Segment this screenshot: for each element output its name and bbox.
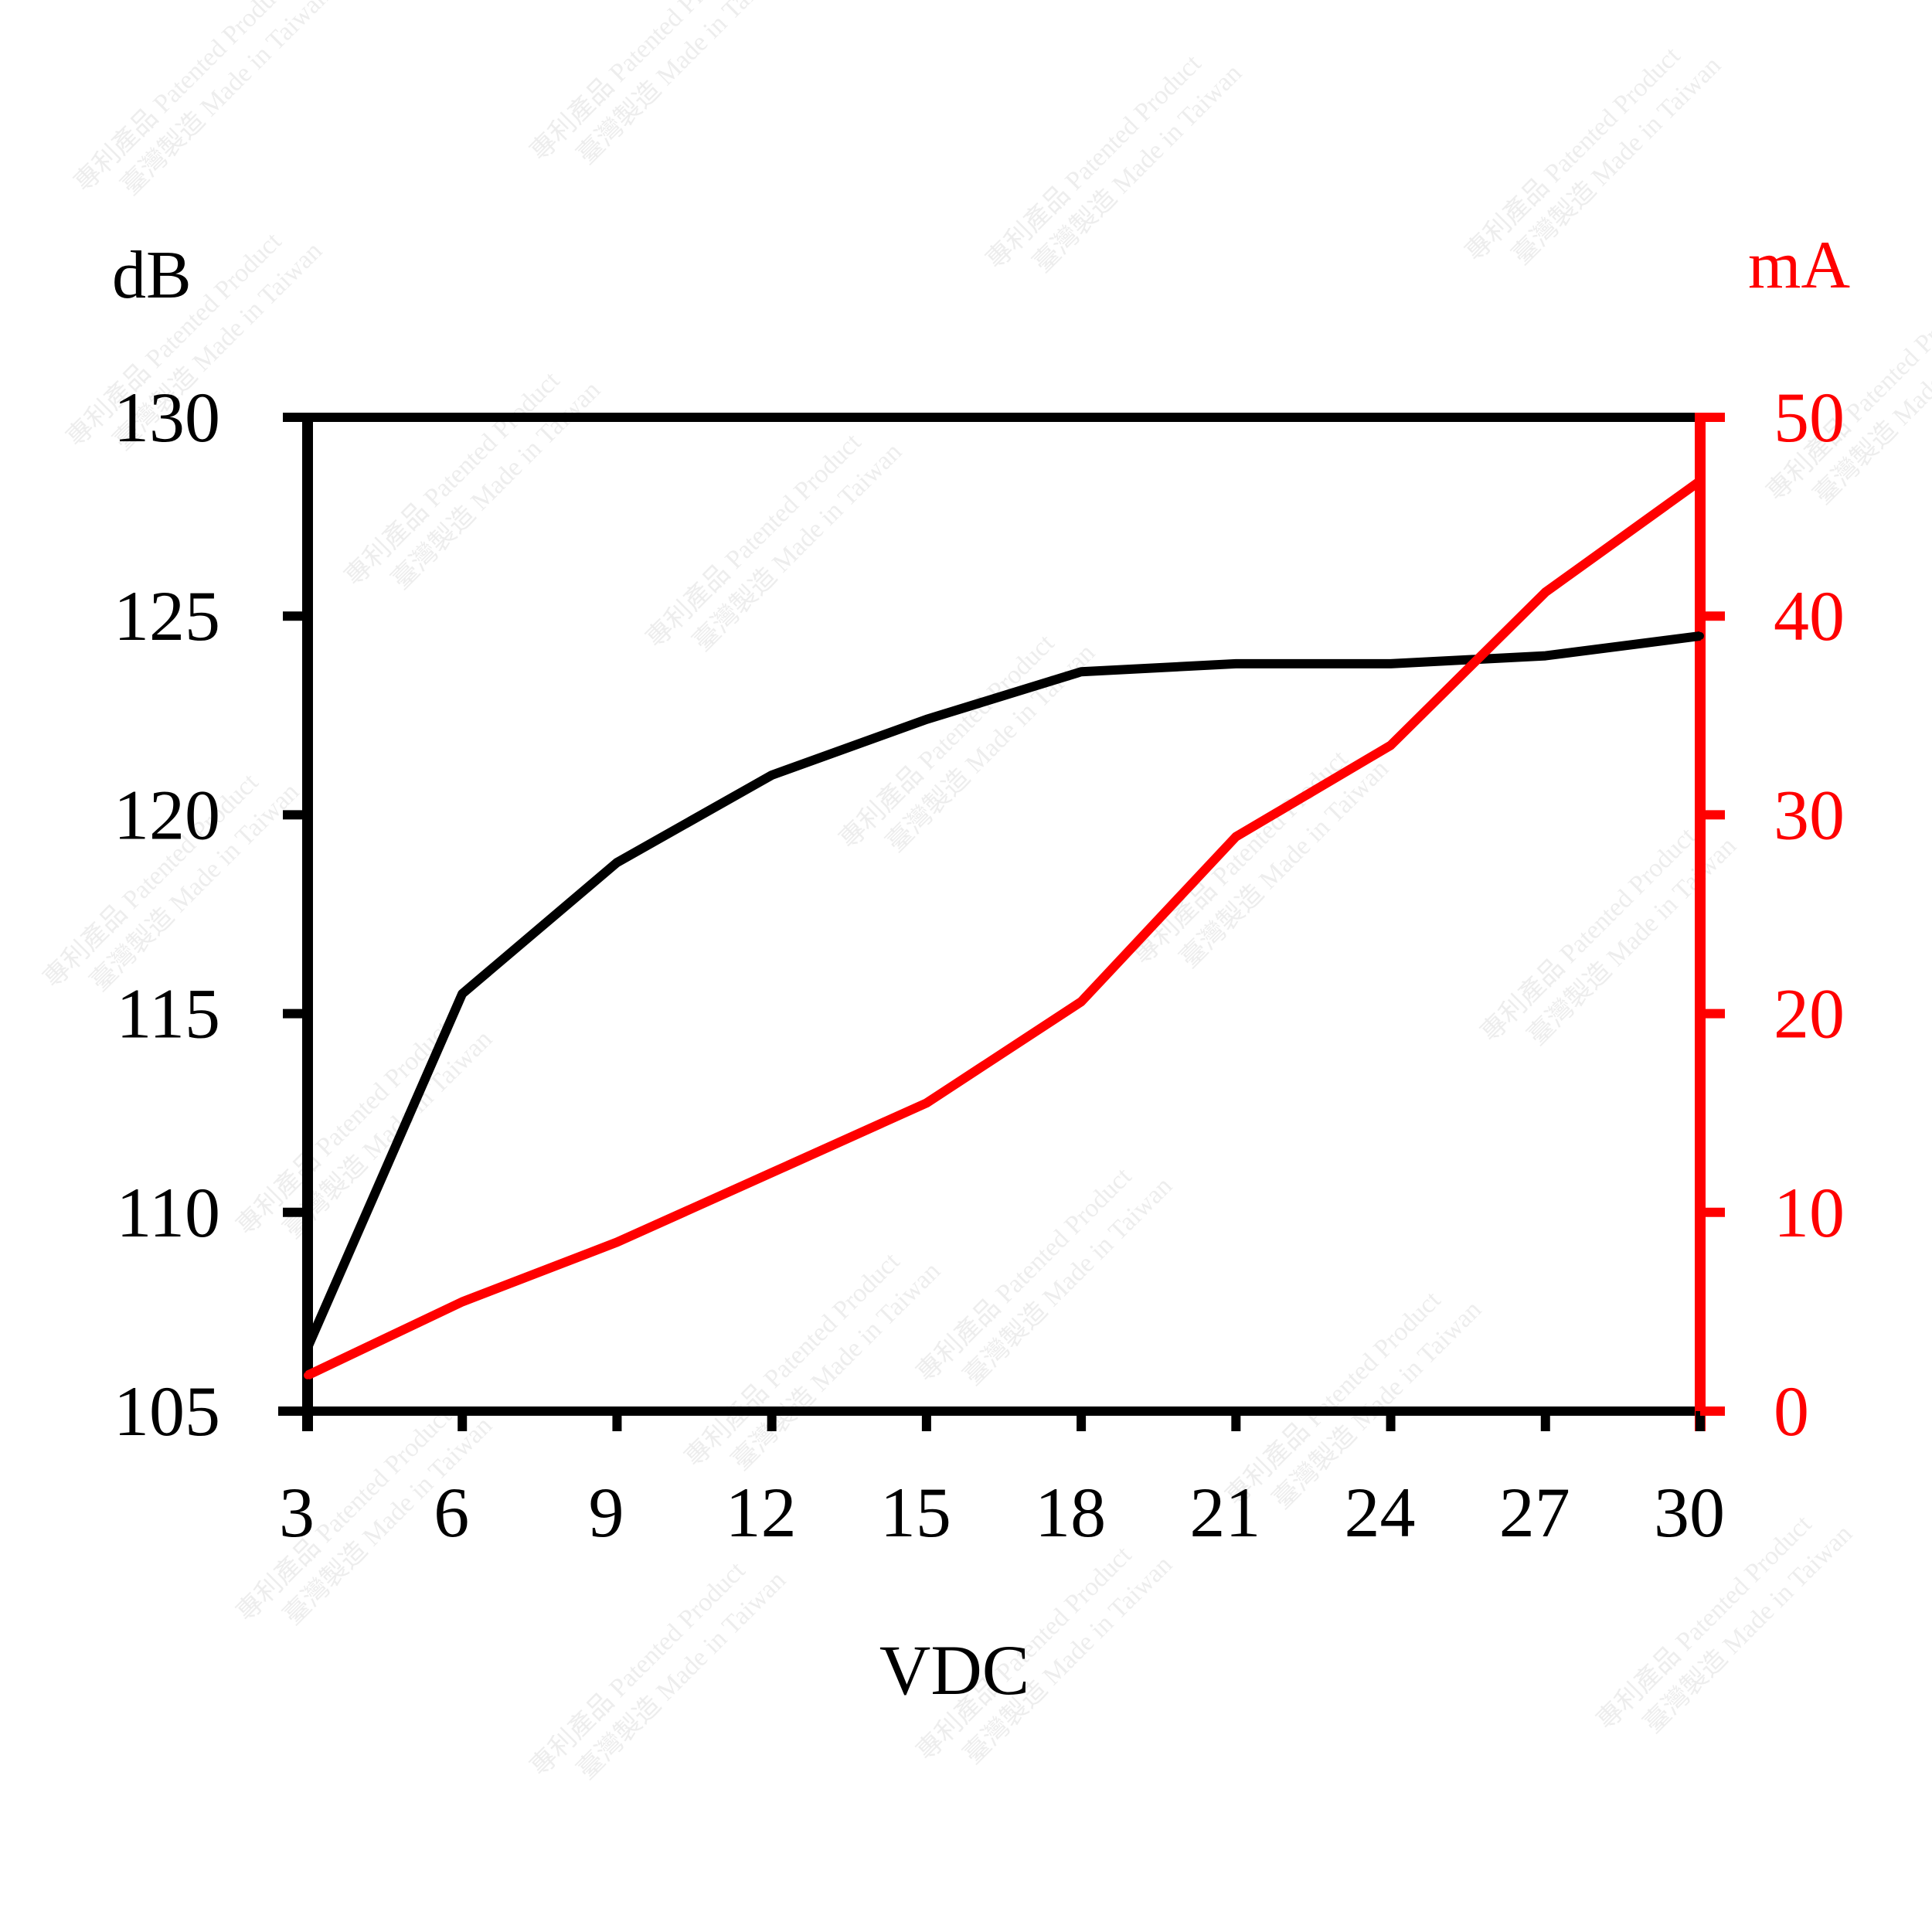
x-tick-label: 30 — [1654, 1473, 1725, 1552]
watermark-text: 專利產品 Patented Product臺灣製造 Made in Taiwan — [641, 412, 907, 679]
right-y-axis-ticks: 0 10 20 30 40 50 — [1700, 378, 1845, 1451]
data-point-ma — [1541, 588, 1549, 597]
watermark-text: 專利產品 Patented Product臺灣製造 Made in Taiwan — [525, 1540, 791, 1807]
data-point-ma — [458, 1298, 467, 1306]
data-point-db — [1386, 659, 1395, 668]
watermark-text: 專利產品 Patented Product臺灣製造 Made in Taiwan — [911, 1146, 1178, 1413]
watermark-text: 專利產品 Patented Product臺灣製造 Made in Taiwan — [981, 33, 1247, 300]
watermark-layer: 專利產品 Patented Product臺灣製造 Made in Taiwan… — [38, 0, 1932, 1807]
left-y-tick-label: 125 — [114, 577, 220, 655]
watermark-text: 專利產品 Patented Product臺灣製造 Made in Taiwan — [339, 350, 606, 617]
series-line-ma — [305, 477, 1703, 1380]
x-axis-ticks: 3 6 9 12 15 18 21 24 27 30 — [279, 1411, 1725, 1552]
right-y-tick-label: 0 — [1774, 1372, 1809, 1451]
x-tick-label: 21 — [1189, 1473, 1260, 1552]
series-layer — [303, 477, 1704, 1380]
watermark-text: 專利產品 Patented Product臺灣製造 Made in Taiwan — [69, 0, 335, 223]
left-y-tick-label: 105 — [114, 1372, 220, 1451]
x-tick-label: 15 — [880, 1473, 951, 1552]
left-y-tick-label: 110 — [116, 1173, 220, 1252]
data-point-ma — [1386, 741, 1395, 750]
data-point-db — [304, 1343, 311, 1352]
data-point-ma — [767, 1168, 776, 1177]
x-tick-label: 12 — [726, 1473, 797, 1552]
data-point-db — [767, 770, 776, 779]
left-y-tick-label: 130 — [114, 378, 220, 457]
right-y-tick-label: 10 — [1774, 1173, 1845, 1252]
left-y-tick-label: 115 — [116, 975, 220, 1053]
data-point-ma — [613, 1238, 621, 1247]
right-y-tick-label: 20 — [1774, 975, 1845, 1053]
right-y-tick-label: 30 — [1774, 775, 1845, 854]
data-point-db — [1696, 631, 1704, 640]
x-tick-label: 27 — [1499, 1473, 1570, 1552]
data-point-ma — [1232, 832, 1240, 841]
x-axis-label: VDC — [879, 1631, 1029, 1709]
watermark-text: 專利產品 Patented Product臺灣製造 Made in Taiwan — [1460, 26, 1726, 292]
data-point-db — [613, 859, 621, 867]
watermark-text: 專利產品 Patented Product臺灣製造 Made in Taiwan — [834, 613, 1100, 879]
data-point-ma — [1077, 998, 1086, 1006]
data-point-db — [1077, 668, 1086, 676]
right-y-tick-label: 40 — [1774, 577, 1845, 655]
watermark-text: 專利產品 Patented Product臺灣製造 Made in Taiwan — [679, 1231, 946, 1498]
data-point-db — [1232, 659, 1240, 668]
data-point-db — [1541, 651, 1549, 660]
right-y-tick-label: 50 — [1774, 378, 1845, 457]
x-tick-label: 6 — [434, 1473, 469, 1552]
left-y-axis-ticks: 105 110 115 120 125 130 — [114, 378, 308, 1451]
data-point-db — [458, 989, 467, 998]
x-tick-label: 9 — [588, 1473, 624, 1552]
data-point-ma — [1696, 477, 1704, 485]
x-tick-label: 3 — [279, 1473, 315, 1552]
left-y-axis-label: dB — [112, 238, 192, 313]
watermark-text: 專利產品 Patented Product臺灣製造 Made in Taiwan — [525, 0, 791, 192]
data-point-ma — [304, 1371, 311, 1379]
right-y-axis-label: mA — [1748, 228, 1850, 303]
data-point-ma — [922, 1099, 930, 1107]
data-point-db — [922, 715, 930, 723]
left-y-tick-label: 120 — [114, 775, 220, 854]
x-tick-label: 24 — [1345, 1473, 1416, 1552]
x-tick-label: 18 — [1035, 1473, 1106, 1552]
series-line-db — [303, 631, 1701, 1350]
